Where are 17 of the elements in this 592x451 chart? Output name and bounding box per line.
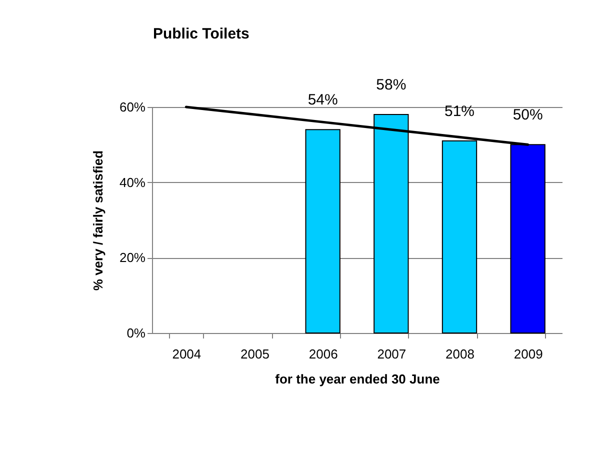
- y-tick-label: 20%: [119, 250, 146, 266]
- y-tick-label: 60%: [119, 100, 146, 114]
- data-label: 50%: [512, 106, 543, 124]
- x-tick-label: 2006: [308, 346, 338, 362]
- data-label: 54%: [308, 92, 338, 109]
- data-label: 58%: [376, 76, 406, 94]
- chart-title: Public Toilets: [152, 26, 250, 43]
- x-tick-label: 2005: [240, 346, 270, 362]
- x-tick-label: 2009: [514, 346, 543, 362]
- x-axis-title: for the year ended 30 June: [275, 372, 440, 386]
- data-label: 51%: [444, 102, 475, 120]
- x-tick-label: 2007: [377, 346, 406, 362]
- x-tick-label: 2004: [172, 346, 202, 362]
- y-axis-title: % very / fairly satisfied: [90, 150, 106, 291]
- x-tick-label: 2008: [446, 346, 474, 362]
- y-tick-label: 0%: [126, 326, 146, 340]
- y-tick-label: 40%: [119, 174, 146, 190]
